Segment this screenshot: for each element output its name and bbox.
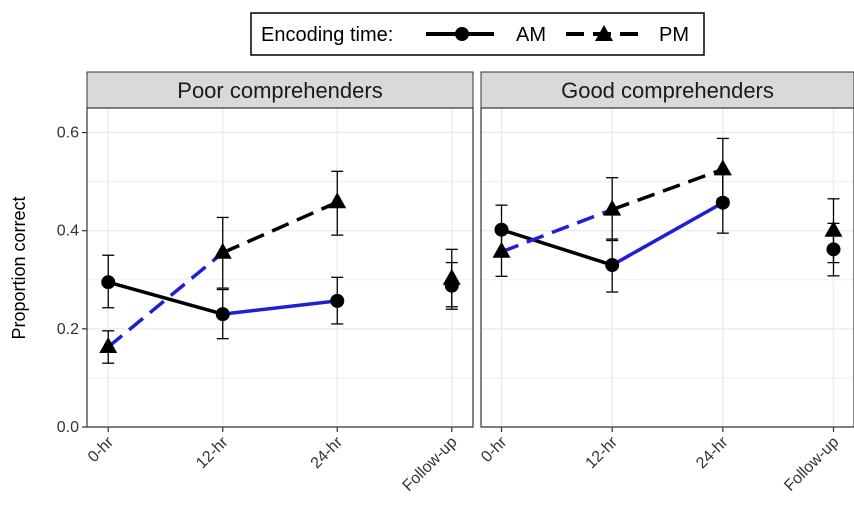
x-tick-label: Follow-up: [400, 434, 461, 495]
am-point: [330, 293, 345, 308]
pm-line-segment: [611, 167, 724, 212]
pm-line-segment: [500, 207, 613, 254]
legend-pm-marker: [595, 25, 613, 41]
panel-2: Good comprehenders 0-hr 12-hr 24-hr Follow-u…: [478, 71, 854, 495]
y-tick-label: 0.2: [57, 321, 79, 338]
pm-point: [492, 241, 511, 258]
y-tick-label: 0.4: [57, 223, 79, 240]
panel-1: Poor comprehenders 0-hr 12-hr 24-hr Follow-u…: [57, 71, 474, 495]
x-tick-label: 12-hr: [193, 433, 232, 472]
am-point: [605, 258, 620, 273]
am-line-segment: [107, 280, 224, 316]
pm-point: [328, 192, 347, 209]
am-point: [101, 275, 116, 290]
pm-point: [99, 337, 118, 354]
x-tick-label: 12-hr: [583, 433, 622, 472]
pm-point: [824, 220, 843, 237]
am-line-segment: [500, 228, 613, 267]
pm-point: [713, 159, 732, 176]
panel-title: Good comprehenders: [561, 78, 774, 103]
y-tick-label: 0.6: [57, 125, 79, 142]
pm-point: [213, 242, 232, 259]
am-line-segment: [222, 299, 338, 316]
x-tick-label: 0-hr: [85, 433, 118, 466]
legend-am-marker: [455, 27, 469, 41]
x-tick-label: 24-hr: [308, 433, 347, 472]
am-point: [215, 307, 230, 322]
pm-point: [442, 268, 461, 285]
pm-line-segment: [222, 200, 338, 255]
x-tick-label: Follow-up: [781, 434, 842, 495]
panel-frame: [480, 107, 854, 428]
legend-title: Encoding time:: [261, 24, 393, 46]
legend-am-label: AM: [516, 24, 546, 46]
legend: Encoding time: AM PM: [250, 12, 705, 56]
panel-strip: [86, 71, 474, 109]
panel-title: Poor comprehenders: [177, 78, 382, 103]
am-line-segment: [611, 201, 724, 267]
panels: Poor comprehenders 0-hr 12-hr 24-hr Follow-u…: [57, 71, 854, 495]
panel-background: [87, 108, 473, 427]
y-tick-label: 0.0: [57, 419, 79, 436]
x-tick-label: 24-hr: [693, 433, 732, 472]
legend-pm-label: PM: [659, 24, 689, 46]
x-tick-label: 0-hr: [478, 433, 511, 466]
panel-background: [481, 108, 854, 427]
panel-frame: [86, 107, 474, 428]
pm-point: [603, 199, 622, 216]
pm-line-segment: [107, 251, 224, 349]
y-axis-title: Proportion correct: [9, 196, 29, 339]
